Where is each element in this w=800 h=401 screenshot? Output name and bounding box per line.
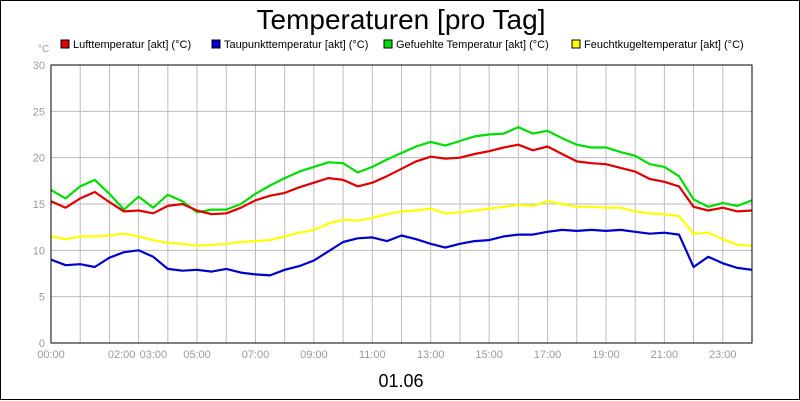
legend-label: Taupunkttemperatur [akt] (°C) (224, 39, 368, 51)
series-line-1 (50, 228, 753, 277)
x-tick-labels: 00:00 02:00 03:00 05:00 07:00 09:00 11:00 13:00… (37, 349, 736, 361)
date-label: 01.06 (378, 371, 423, 391)
legend-item: Lufttemperatur [akt] (°C) (60, 39, 191, 51)
chart-title: Temperaturen [pro Tag] (257, 4, 546, 35)
legend-label: Feuchtkugeltemperatur [akt] (°C) (584, 39, 744, 51)
series-line-2 (50, 125, 753, 214)
x-tick-label: 09:00 (300, 349, 328, 361)
series-lines (50, 125, 753, 277)
series-line-3 (50, 200, 753, 247)
x-tick-label: 13:00 (417, 349, 445, 361)
plot-area (50, 64, 753, 344)
legend-swatch (60, 39, 70, 49)
x-tick-label: 02:00 (108, 349, 136, 361)
series-line-0 (50, 143, 753, 216)
legend-swatch (571, 39, 581, 49)
legend-swatch (383, 39, 393, 49)
legend-label: Gefuehlte Temperatur [akt] (°C) (396, 39, 549, 51)
y-tick-labels: 0 5 10 15 20 25 30 (33, 60, 45, 350)
x-tick-label: 21:00 (651, 349, 679, 361)
legend: Lufttemperatur [akt] (°C) Taupunkttempera… (60, 39, 744, 51)
y-tick-label: 25 (33, 106, 45, 118)
legend-item: Gefuehlte Temperatur [akt] (°C) (383, 39, 549, 51)
x-tick-label: 11:00 (359, 349, 386, 361)
y-tick-label: 15 (33, 199, 45, 211)
legend-item: Feuchtkugeltemperatur [akt] (°C) (571, 39, 744, 51)
y-tick-label: 5 (39, 292, 45, 304)
y-tick-label: 30 (33, 60, 45, 72)
y-tick-label: 0 (39, 338, 45, 350)
x-tick-label: 19:00 (592, 349, 620, 361)
y-tick-label: 10 (33, 245, 45, 257)
legend-label: Lufttemperatur [akt] (°C) (73, 39, 191, 51)
x-tick-label: 23:00 (709, 349, 737, 361)
x-tick-label: 15:00 (475, 349, 503, 361)
x-tick-label: 17:00 (534, 349, 562, 361)
x-tick-label: 05:00 (183, 349, 211, 361)
x-tick-label: 03:00 (140, 349, 168, 361)
legend-item: Taupunkttemperatur [akt] (°C) (211, 39, 368, 51)
legend-swatch (211, 39, 221, 49)
y-axis-unit: °C (38, 44, 49, 55)
x-tick-label: 00:00 (37, 349, 65, 361)
y-tick-label: 20 (33, 153, 45, 165)
x-tick-label: 07:00 (242, 349, 270, 361)
